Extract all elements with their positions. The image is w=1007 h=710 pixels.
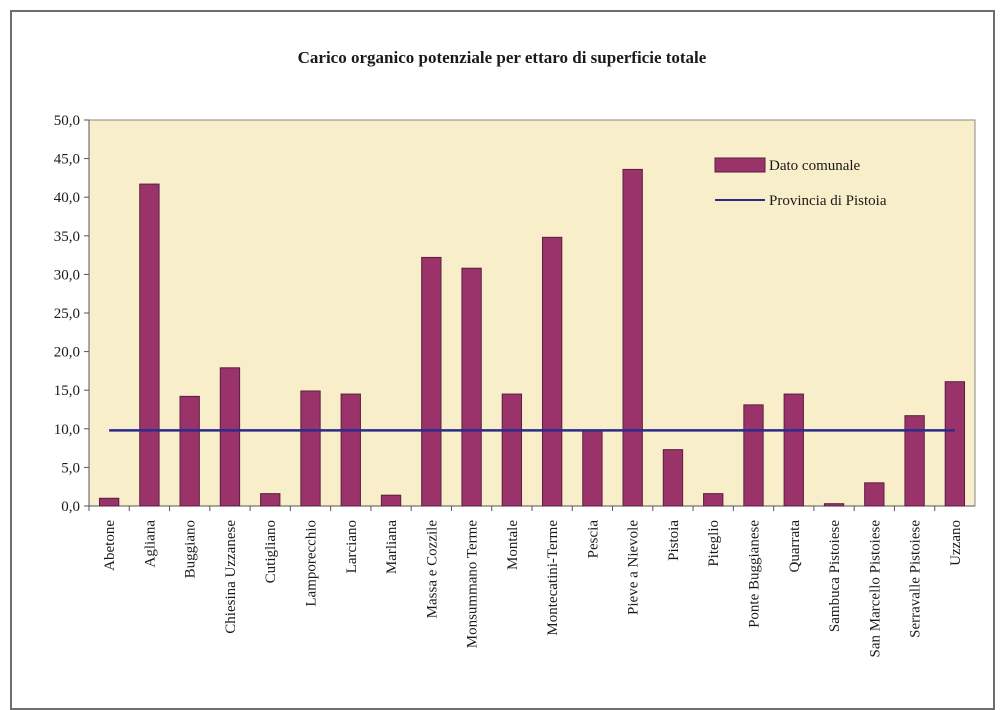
x-tick-label: Serravalle Pistoiese [908, 520, 924, 638]
bar [944, 381, 966, 507]
x-tick-label: Uzzano [948, 520, 964, 566]
chart-frame: Carico organico potenziale per ettaro di… [10, 10, 995, 710]
bar [864, 482, 885, 507]
bar [743, 404, 764, 507]
bar [340, 393, 361, 507]
x-tick-label: Pescia [585, 520, 601, 559]
x-tick-label: Sambuca Pistoiese [827, 520, 843, 632]
bar [260, 493, 281, 507]
x-tick-label: Piteglio [706, 520, 722, 567]
bar [300, 390, 321, 507]
bar [662, 449, 684, 507]
x-tick-label: San Marcello Pistoiese [867, 520, 883, 658]
bar [139, 183, 160, 507]
x-tick-label: Quarrata [787, 520, 803, 573]
x-tick-label: Pistoia [666, 520, 682, 561]
legend: Dato comunale Provincia di Pistoia [714, 157, 887, 209]
legend-label-dato-comunale: Dato comunale [769, 158, 861, 174]
legend-label-provincia: Provincia di Pistoia [769, 193, 887, 209]
bar [823, 503, 845, 507]
x-tick-label: Abetone [102, 520, 118, 571]
y-tick-label: 50,0 [54, 113, 80, 129]
bar [783, 393, 804, 507]
bar-chart: Carico organico potenziale per ettaro di… [54, 48, 976, 658]
x-axis-labels: Abetone Agliana Buggiano Chiesina Uzzanese C… [88, 506, 964, 658]
bar [98, 497, 120, 507]
bar [219, 367, 241, 507]
x-tick-label: Agliana [142, 520, 158, 568]
y-tick-label: 30,0 [54, 267, 80, 283]
bar [703, 493, 724, 507]
bar [541, 236, 563, 507]
y-tick-label: 20,0 [54, 345, 80, 361]
y-tick-label: 10,0 [54, 422, 80, 438]
x-tick-label: Marliana [384, 520, 400, 574]
bar [582, 429, 603, 507]
bar [179, 395, 200, 507]
legend-swatch-dato-comunale [714, 157, 766, 173]
bar [421, 256, 442, 507]
x-tick-label: Cutigliano [263, 520, 279, 583]
x-tick-label: Montecatini-Terme [545, 520, 561, 636]
bars [98, 168, 966, 507]
x-tick-label: Lamporecchio [304, 520, 320, 607]
x-tick-label: Pieve a Nievole [626, 520, 642, 615]
x-tick-label: Massa e Cozzile [424, 520, 440, 619]
y-tick-label: 15,0 [54, 383, 80, 399]
bar [380, 494, 402, 507]
y-tick-label: 0,0 [61, 499, 80, 515]
bar [904, 415, 925, 507]
y-tick-label: 40,0 [54, 190, 80, 206]
y-tick-label: 45,0 [54, 152, 80, 168]
x-tick-label: Chiesina Uzzanese [223, 520, 239, 634]
bar [622, 168, 643, 507]
x-tick-label: Ponte Buggianese [747, 520, 763, 628]
y-tick-label: 25,0 [54, 306, 80, 322]
x-tick-label: Larciano [344, 520, 360, 573]
x-tick-label: Montale [505, 520, 521, 570]
x-tick-label: Monsummano Terme [465, 520, 481, 649]
chart-title: Carico organico potenziale per ettaro di… [298, 48, 707, 67]
bar [461, 267, 482, 507]
bar [501, 393, 523, 507]
x-tick-label: Buggiano [183, 520, 199, 578]
y-tick-label: 5,0 [61, 460, 80, 476]
y-tick-label: 35,0 [54, 229, 80, 245]
